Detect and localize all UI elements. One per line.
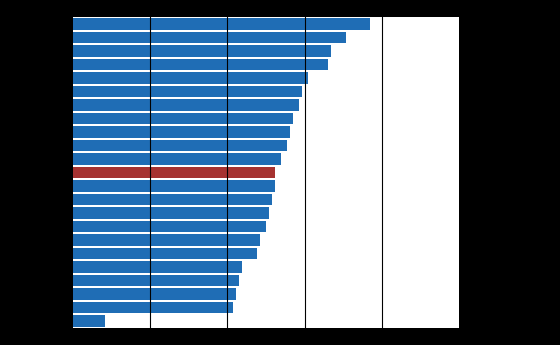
Bar <box>73 207 269 219</box>
Bar <box>73 153 281 165</box>
Bar <box>73 288 236 300</box>
Bar <box>73 180 275 192</box>
Bar <box>73 86 302 97</box>
Bar <box>73 112 293 125</box>
Bar <box>73 194 272 205</box>
Bar <box>73 140 287 151</box>
Bar <box>73 31 346 43</box>
Bar <box>73 234 260 246</box>
Bar <box>73 45 332 57</box>
Bar <box>73 126 290 138</box>
Bar <box>73 275 239 286</box>
Bar <box>73 167 275 178</box>
Bar <box>73 315 105 327</box>
Bar <box>73 59 328 70</box>
Bar <box>73 18 370 30</box>
Bar <box>73 302 234 314</box>
Bar <box>73 248 257 259</box>
Bar <box>73 72 307 84</box>
Bar <box>73 220 266 233</box>
Bar <box>73 99 298 111</box>
Bar <box>73 261 242 273</box>
